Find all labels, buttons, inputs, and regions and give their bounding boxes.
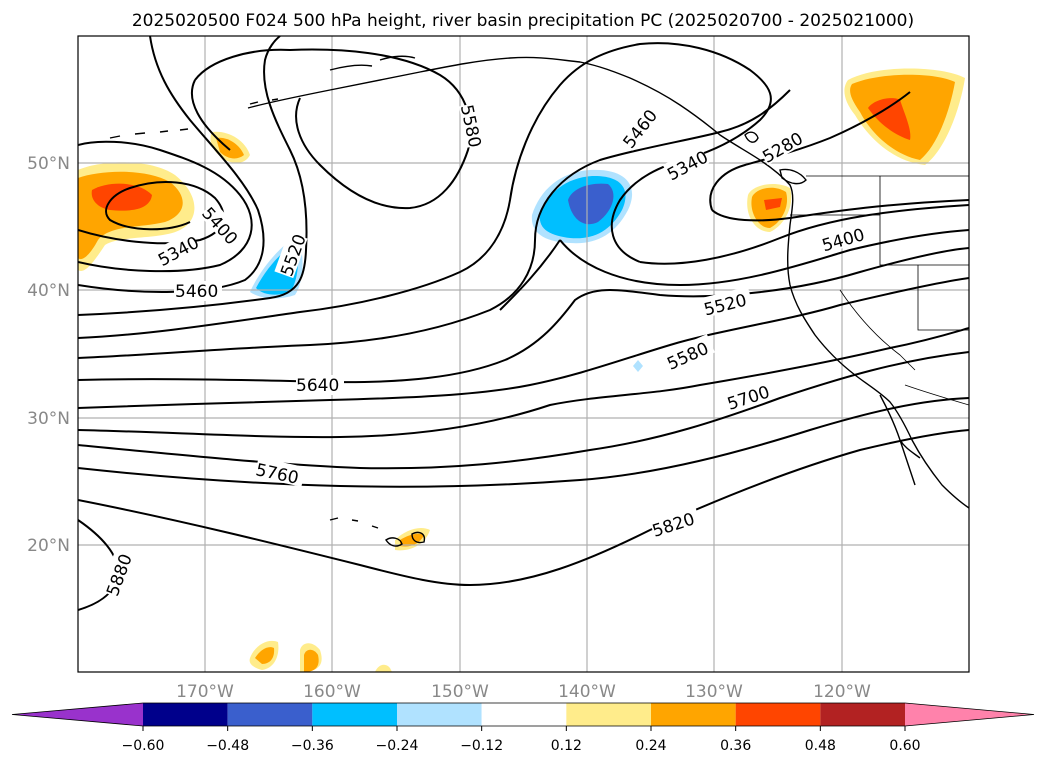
colorbar-segment	[566, 703, 651, 726]
colorbar-tick-label: −0.24	[376, 738, 419, 754]
colorbar-tick-label: 0.24	[635, 738, 666, 754]
colorbar-tick-label: 0.48	[805, 738, 836, 754]
lon-label: 120°W	[813, 682, 871, 702]
longitude-labels: 170°W 160°W 150°W 140°W 130°W 120°W	[176, 682, 871, 702]
lat-label: 20°N	[27, 536, 70, 556]
colorbar-tick-label: −0.12	[460, 738, 503, 754]
colorbar-extend-high	[905, 703, 1034, 726]
chart-title: 2025020500 F024 500 hPa height, river ba…	[132, 11, 914, 31]
colorbar-tick-label: 0.36	[720, 738, 751, 754]
lon-label: 170°W	[176, 682, 234, 702]
colorbar-segment	[481, 703, 567, 726]
colorbar-extend-low	[12, 703, 143, 726]
contour-label: 5460	[175, 282, 218, 302]
coastlines	[109, 55, 969, 547]
colorbar-tick-label: 0.60	[889, 738, 920, 754]
lat-label: 40°N	[27, 281, 70, 301]
colorbar-segment	[227, 703, 313, 726]
lat-label: 30°N	[27, 409, 70, 429]
lat-label: 50°N	[27, 154, 70, 174]
colorbar-tick-label: −0.36	[291, 738, 334, 754]
colorbar-segment	[651, 703, 736, 726]
colorbar-tick-label: 0.12	[551, 738, 582, 754]
lon-label: 140°W	[558, 682, 616, 702]
gridlines	[78, 36, 969, 672]
lon-label: 150°W	[431, 682, 489, 702]
colorbar-segment	[397, 703, 482, 726]
colorbar-segment	[312, 703, 397, 726]
colorbar-tick-label: −0.60	[122, 738, 165, 754]
colorbar-segment	[820, 703, 905, 726]
colorbar-segment	[143, 703, 228, 726]
latitude-labels: 50°N 40°N 30°N 20°N	[27, 154, 70, 556]
lon-label: 130°W	[685, 682, 743, 702]
lon-label: 160°W	[303, 682, 361, 702]
colorbar-tick-label: −0.48	[206, 738, 249, 754]
colorbar-segment	[735, 703, 821, 726]
colorbar: −0.60 −0.48 −0.36 −0.24 −0.12 0.12 0.24 0.36 0.4…	[11, 702, 1035, 754]
contour-label: 5640	[296, 376, 339, 396]
map-frame	[77, 35, 970, 673]
